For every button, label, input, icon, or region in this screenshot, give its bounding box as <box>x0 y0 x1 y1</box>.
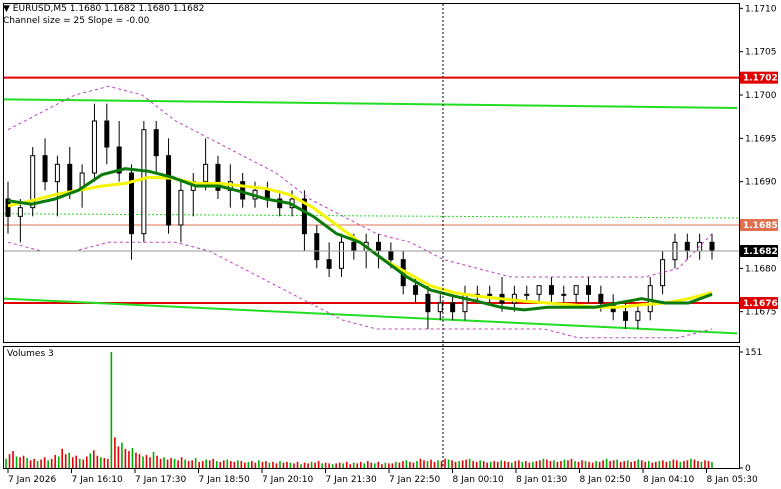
candle-body <box>573 285 579 295</box>
x-tick-label: 8 Jan 04:10 <box>643 475 695 485</box>
candle-body <box>524 293 530 296</box>
last-price-tag-text: 1.1682 <box>743 247 778 257</box>
volume-panel <box>3 346 740 469</box>
candle-body <box>548 285 554 295</box>
y-tick-label: 1.1705 <box>745 48 777 58</box>
trend-line[interactable] <box>3 98 738 109</box>
candle-body <box>536 285 542 295</box>
candle-body <box>17 207 23 217</box>
volume-panel-title: Volumes 3 <box>7 349 54 359</box>
candle-body <box>623 311 629 321</box>
reference-dotted-line <box>3 213 740 219</box>
collapse-triangle-icon[interactable]: ▼ <box>3 4 10 14</box>
x-tick-label: 7 Jan 20:10 <box>262 475 314 485</box>
x-tick-label: 7 Jan 17:30 <box>135 475 187 485</box>
x-tick-label: 7 Jan 2026 <box>8 475 56 485</box>
symbol-info: EURUSD,M5 1.1680 1.1682 1.1680 1.1682 <box>12 4 205 14</box>
candle-body <box>215 163 221 191</box>
candle-body <box>709 241 715 252</box>
y-tick-label: 1.1680 <box>745 264 777 274</box>
channel-info: Channel size = 25 Slope = -0.00 <box>3 16 150 26</box>
candle-body <box>437 302 443 313</box>
candle-body <box>561 293 567 296</box>
candle-body <box>5 198 11 217</box>
candle-body <box>487 293 493 296</box>
candle-body <box>30 155 36 209</box>
x-tick-label: 8 Jan 00:10 <box>453 475 505 485</box>
price-panel <box>3 3 740 343</box>
price-level-tag-text: 1.1676 <box>743 299 778 309</box>
candle-body <box>425 293 431 313</box>
last-price-tag <box>740 245 778 257</box>
price-level-tag <box>740 219 778 231</box>
y-tick-label: 1.1690 <box>745 178 777 188</box>
x-tick-label: 8 Jan 02:50 <box>580 475 632 485</box>
candle-body <box>338 241 344 269</box>
candle-body <box>166 155 172 226</box>
volume-y-tick-label: 151 <box>745 348 762 358</box>
candle-body <box>301 198 307 235</box>
candle-body <box>42 155 48 183</box>
y-tick-label: 1.1710 <box>745 4 777 14</box>
candle-body <box>635 311 641 321</box>
candle-body <box>326 259 332 269</box>
candle-body <box>178 189 184 226</box>
candle-body <box>91 120 97 174</box>
candle-body <box>116 146 122 174</box>
candle-body <box>67 163 73 191</box>
price-level-tag-text: 1.1702 <box>743 74 778 84</box>
moving-average-fast <box>7 167 713 312</box>
candle-body <box>141 129 147 235</box>
x-tick-label: 7 Jan 18:50 <box>199 475 251 485</box>
x-tick-label: 7 Jan 16:10 <box>72 475 124 485</box>
y-tick-label: 1.1675 <box>745 308 777 318</box>
candle-body <box>376 241 382 252</box>
price-level-tag-text: 1.1685 <box>743 221 778 231</box>
axis-layer: 1.1710 1.1705 1.1700 1.1695 1.1690 1.1685 1.16… <box>7 4 778 485</box>
chart-header: ▼ EURUSD,M5 1.1680 1.1682 1.1680 1.1682 … <box>3 3 204 27</box>
candle-body <box>153 129 159 157</box>
candle-body <box>104 120 110 148</box>
price-series-layer <box>3 76 740 339</box>
x-tick-label: 7 Jan 21:30 <box>326 475 378 485</box>
candle-body <box>684 241 690 252</box>
candle-body <box>413 285 419 295</box>
trend-line[interactable] <box>3 297 738 335</box>
candle-body <box>351 241 357 252</box>
price-level-tag <box>740 71 778 84</box>
channel-lower-line <box>7 241 713 339</box>
y-tick-label: 1.1695 <box>745 134 777 144</box>
candle-body <box>388 250 394 261</box>
candle-body <box>585 285 591 295</box>
volume-y-tick-label: 0 <box>745 464 751 474</box>
channel-upper-line <box>7 85 713 278</box>
candle-body <box>598 293 604 304</box>
price-level-tag <box>740 297 778 309</box>
candle-body <box>314 233 320 261</box>
x-tick-label: 8 Jan 05:30 <box>707 475 759 485</box>
y-tick-label: 1.1700 <box>745 91 777 101</box>
candle-body <box>203 163 209 183</box>
candle-body <box>129 172 135 235</box>
candle-body <box>54 163 60 183</box>
candle-body <box>450 302 456 313</box>
volume-series-layer <box>5 352 713 468</box>
x-tick-label: 7 Jan 22:50 <box>389 475 441 485</box>
x-tick-label: 8 Jan 01:30 <box>516 475 568 485</box>
